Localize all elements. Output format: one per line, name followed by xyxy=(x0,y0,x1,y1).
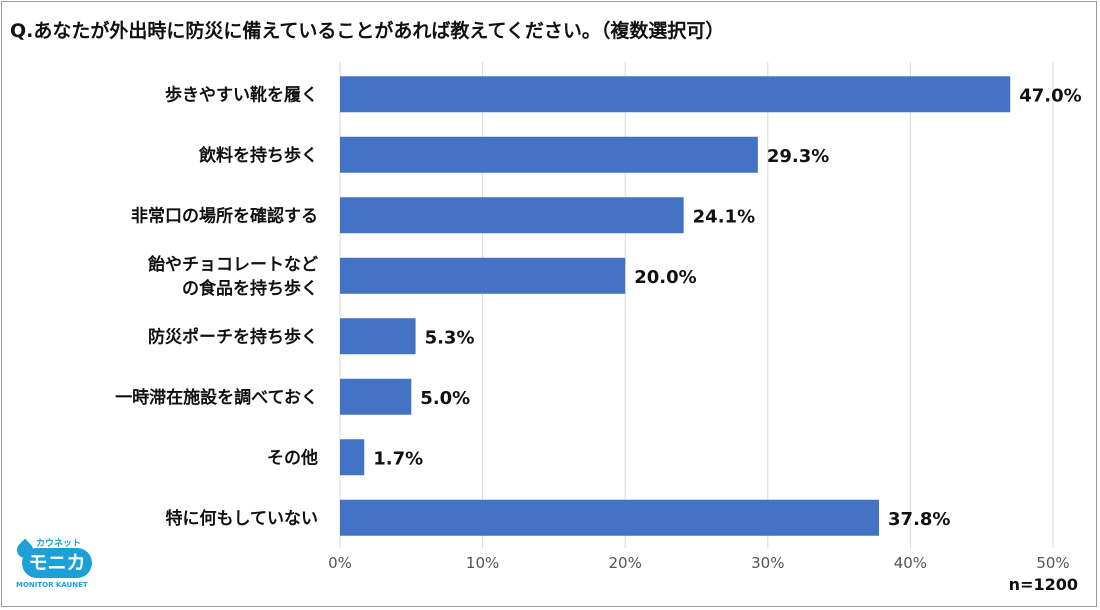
category-label: 飲料を持ち歩く xyxy=(198,145,318,166)
category-label: 特に何もしていない xyxy=(166,508,319,529)
x-tick-label: 30% xyxy=(751,554,784,572)
category-label: 非常口の場所を確認する xyxy=(131,205,318,226)
x-tick-label: 20% xyxy=(609,554,642,572)
logo-top-text: カウネット xyxy=(36,539,82,549)
category-label: の食品を持ち歩く xyxy=(182,278,318,299)
bar xyxy=(340,378,412,415)
bar xyxy=(340,499,880,536)
bar xyxy=(340,76,1011,113)
category-label: 一時滞在施設を調べておく xyxy=(115,387,318,408)
logo-main-text: モニカ xyxy=(22,548,92,578)
category-label: 歩きやすい靴を履く xyxy=(165,84,318,105)
bar xyxy=(340,318,416,355)
bar xyxy=(340,136,758,173)
sample-size-label: n=1200 xyxy=(1008,575,1078,594)
x-tick-label: 50% xyxy=(1036,554,1069,572)
x-tick-label: 10% xyxy=(466,554,499,572)
logo-bottom-text: MONITOR KAUNET xyxy=(16,581,88,589)
bar xyxy=(340,257,626,294)
value-label: 24.1% xyxy=(693,206,755,227)
x-tick-label: 40% xyxy=(894,554,927,572)
monika-logo: カウネット モニカ MONITOR KAUNET xyxy=(13,536,98,594)
x-tick-label: 0% xyxy=(328,554,352,572)
value-label: 5.0% xyxy=(420,388,470,409)
category-label: 防災ポーチを持ち歩く xyxy=(148,326,318,347)
value-label: 37.8% xyxy=(888,509,950,530)
value-label: 5.3% xyxy=(425,327,475,348)
category-label: その他 xyxy=(267,447,318,468)
value-label: 1.7% xyxy=(373,448,423,469)
category-label: 飴やチョコレートなど xyxy=(147,254,318,275)
value-label: 29.3% xyxy=(767,146,829,167)
bar xyxy=(340,439,365,476)
value-label: 20.0% xyxy=(634,267,696,288)
value-label: 47.0% xyxy=(1019,85,1081,106)
chart-title: Q.あなたが外出時に防災に備えていることがあれば教えてください。（複数選択可） xyxy=(10,20,725,42)
bar xyxy=(340,197,684,234)
